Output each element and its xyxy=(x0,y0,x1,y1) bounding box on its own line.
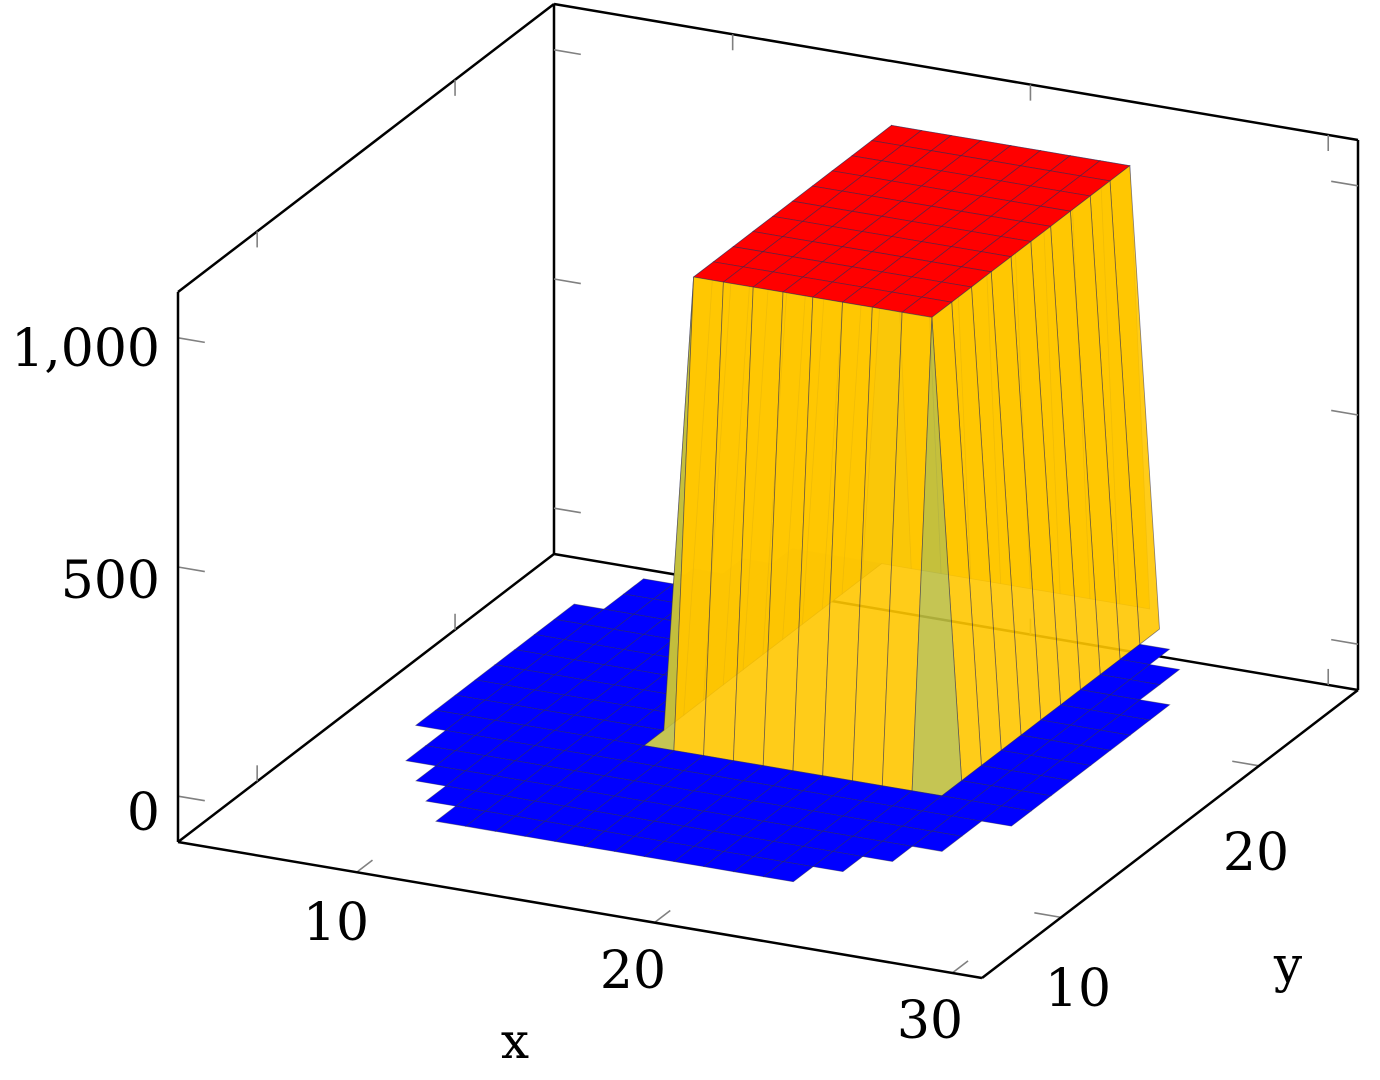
z-tick-label: 1,000 xyxy=(11,319,160,379)
surface-patch xyxy=(911,830,963,852)
z-tick-mark xyxy=(177,337,205,344)
z-tick-mark xyxy=(553,507,581,514)
x-axis-title: x xyxy=(501,1012,529,1070)
x-tick-label: 30 xyxy=(897,991,963,1051)
box-edge xyxy=(553,2,1359,142)
y-tick-label: 10 xyxy=(1045,959,1111,1019)
box-edge xyxy=(981,689,1359,979)
z-tick-mark xyxy=(553,278,581,285)
z-tick-label: 0 xyxy=(127,783,160,843)
axis-box-front xyxy=(176,292,1359,980)
z-tick-label: 500 xyxy=(61,551,160,611)
y-tick-mark xyxy=(1232,760,1260,767)
x-tick-label: 10 xyxy=(303,893,369,953)
y-tick-mark xyxy=(1034,912,1062,919)
z-tick-mark xyxy=(1331,409,1359,416)
box-edge xyxy=(177,840,983,980)
y-tick-label: 20 xyxy=(1223,823,1289,883)
y-axis-title: y xyxy=(1273,936,1303,994)
x-tick-label: 20 xyxy=(600,941,666,1001)
z-tick-mark xyxy=(177,566,205,573)
z-tick-mark xyxy=(553,49,581,56)
z-tick-mark xyxy=(1331,638,1359,645)
x-tick-mark xyxy=(951,960,969,974)
axis-ticks xyxy=(177,34,1359,974)
surface-mesh xyxy=(405,124,1181,883)
z-tick-mark xyxy=(1331,180,1359,187)
surface-patch xyxy=(762,861,815,883)
box-edge xyxy=(177,3,555,293)
surface-patch xyxy=(812,850,864,873)
x-tick-mark xyxy=(356,859,373,873)
surface-patch xyxy=(980,805,1033,827)
x-tick-mark xyxy=(653,909,671,924)
box-edge xyxy=(177,553,555,843)
z-tick-mark xyxy=(177,795,205,802)
surface-patch xyxy=(861,840,914,862)
axis-labels: 10 20 30 10 20 0 500 1,000 x y xyxy=(11,319,1303,1070)
